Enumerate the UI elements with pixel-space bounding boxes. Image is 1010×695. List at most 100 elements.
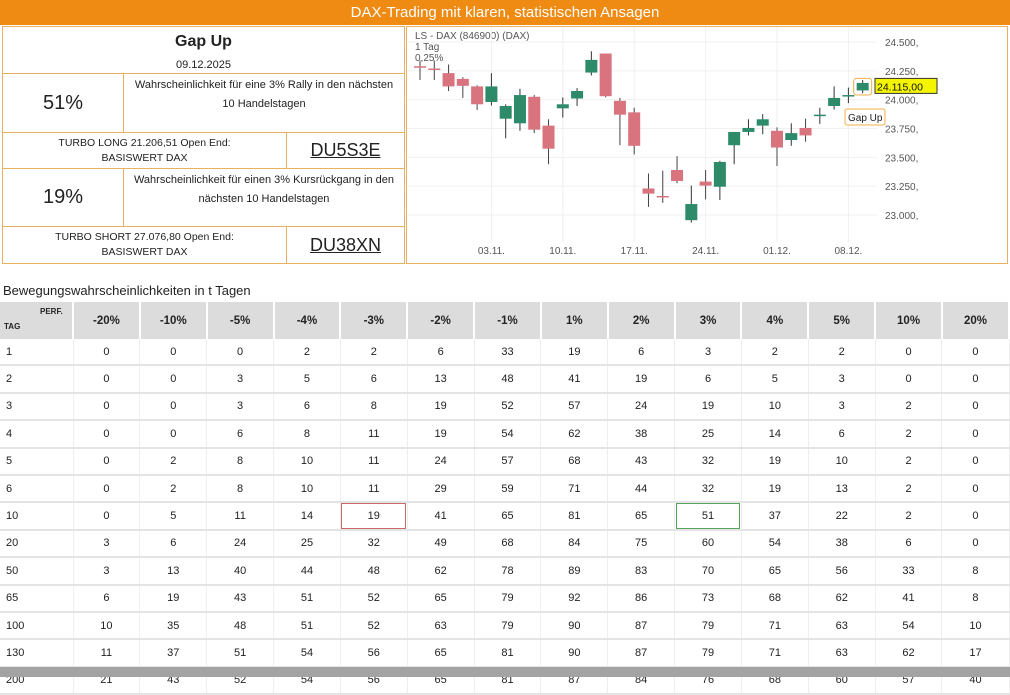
table-row: 50 3 13 40 44 48 62 78 89 83 70 65 56 33 8 — [0, 557, 1010, 586]
table-cell: 0 — [941, 420, 1010, 449]
table-cell: 2 — [875, 474, 943, 504]
table-row: 20 3 6 24 25 32 49 68 84 75 60 54 38 6 0 — [0, 529, 1010, 559]
table-cell: 8 — [941, 557, 1010, 586]
row-tag: 3 — [0, 392, 74, 422]
turbo-short-wkn-link[interactable]: DU38XN — [309, 234, 382, 255]
row-tag: 65 — [0, 584, 74, 613]
table-cell: 6 — [607, 339, 676, 367]
candle-body — [528, 96, 541, 130]
table-cell: 38 — [808, 529, 876, 559]
table-cell: 6 — [206, 420, 275, 449]
table-cell: 25 — [674, 420, 742, 449]
table-cell: 19 — [540, 339, 609, 367]
table-cell: 0 — [875, 365, 943, 394]
column-header: -10% — [139, 302, 208, 339]
table-cell: 2 — [273, 339, 341, 367]
table-cell: 32 — [674, 474, 742, 504]
table-caption: Bewegungswahrscheinlichkeiten in t Tagen — [3, 283, 251, 298]
chart-canvas: LS - DAX (846900) (DAX) 1 Tag 0,25% 24.5… — [407, 27, 938, 257]
table-row: 2 0 0 3 5 6 13 48 41 19 6 5 3 0 0 — [0, 365, 1010, 394]
table-row: 65 6 19 43 51 52 65 79 92 86 73 68 62 41 8 — [0, 584, 1010, 613]
candle-body — [713, 161, 726, 187]
table-cell: 86 — [607, 584, 676, 613]
table-cell: 56 — [808, 557, 876, 586]
table-cell: 78 — [474, 557, 542, 586]
table-cell: 0 — [875, 339, 943, 367]
table-cell: 2 — [139, 474, 208, 504]
table-cell: 3 — [73, 557, 141, 586]
candle-body — [756, 119, 769, 126]
dax-candlestick-chart[interactable]: LS - DAX (846900) (DAX) 1 Tag 0,25% 24.5… — [406, 26, 1008, 264]
table-cell: 87 — [607, 611, 676, 641]
column-header: 3% — [674, 302, 743, 339]
table-cell: 14 — [273, 502, 341, 531]
x-tick-label: 01.12. — [763, 246, 791, 257]
table-cell: 11 — [340, 474, 408, 504]
row-tag: 5 — [0, 447, 74, 476]
table-cell: 68 — [741, 584, 809, 613]
table-cell: 0 — [206, 339, 275, 367]
table-cell: 3 — [73, 529, 141, 559]
table-cell: 6 — [273, 392, 341, 422]
corner-perf-label: PERF. — [40, 307, 63, 316]
turbo-long-wkn-link[interactable]: DU5S3E — [310, 140, 381, 160]
column-header: -20% — [73, 302, 141, 339]
table-row: 1 0 0 0 2 2 6 33 19 6 3 2 2 0 0 — [0, 339, 1010, 367]
table-cell: 2 — [340, 339, 408, 367]
table-cell: 22 — [808, 502, 876, 531]
table-cell: 5 — [273, 365, 341, 394]
table-cell: 11 — [340, 420, 408, 449]
table-cell: 79 — [474, 584, 542, 613]
table-cell: 38 — [607, 420, 676, 449]
last-candle-marker — [853, 77, 873, 96]
turbo-long-description: TURBO LONG 21.206,51 Open End: BASISWERT… — [3, 133, 287, 168]
candle-body — [571, 91, 584, 99]
table-cell: 19 — [674, 392, 742, 422]
turbo-short-row: TURBO SHORT 27.076,80 Open End: BASISWER… — [3, 227, 404, 263]
table-cell: 57 — [540, 392, 609, 422]
table-cell: 32 — [340, 529, 408, 559]
table-cell: 44 — [607, 474, 676, 504]
table-cell: 0 — [941, 339, 1010, 367]
table-cell: 48 — [206, 611, 275, 641]
column-header: 5% — [808, 302, 877, 339]
candle-body — [685, 204, 698, 221]
candle-body — [556, 104, 569, 109]
table-cell: 3 — [206, 365, 275, 394]
table-row: 3 0 0 3 6 8 19 52 57 24 19 10 3 2 0 — [0, 392, 1010, 422]
turbo-long-line2: BASISWERT DAX — [101, 151, 188, 164]
y-tick-label: 24.500, — [885, 38, 918, 49]
highlighted-cell: 51 — [674, 502, 742, 531]
row-tag: 50 — [0, 557, 74, 586]
table-cell: 49 — [407, 529, 475, 559]
table-cell: 52 — [340, 611, 408, 641]
table-cell: 0 — [139, 392, 208, 422]
table-cell: 5 — [741, 365, 809, 394]
highlighted-cell: 19 — [340, 502, 408, 531]
candle-body — [799, 127, 812, 136]
table-cell: 62 — [540, 420, 609, 449]
candle-body — [842, 95, 855, 97]
table-cell: 17 — [941, 639, 1010, 668]
rally-probability: 51% — [3, 74, 124, 132]
table-cell: 70 — [674, 557, 742, 586]
turbo-short-line2: BASISWERT DAX — [101, 246, 188, 258]
table-cell: 5 — [139, 502, 208, 531]
table-cell: 43 — [206, 584, 275, 613]
table-cell: 6 — [674, 365, 742, 394]
candle-body — [813, 114, 826, 117]
candle-body — [456, 78, 469, 86]
table-cell: 54 — [875, 611, 943, 641]
horizontal-scrollbar[interactable] — [0, 667, 1010, 677]
table-cell: 60 — [674, 529, 742, 559]
table-cell: 81 — [540, 502, 609, 531]
candle-body — [656, 195, 669, 198]
row-tag: 6 — [0, 474, 74, 504]
column-header: 1% — [540, 302, 609, 339]
table-cell: 8 — [273, 420, 341, 449]
table-cell: 2 — [875, 420, 943, 449]
table-cell: 24 — [407, 447, 475, 476]
table-cell: 19 — [139, 584, 208, 613]
column-header: -2% — [407, 302, 476, 339]
column-header: 2% — [607, 302, 676, 339]
